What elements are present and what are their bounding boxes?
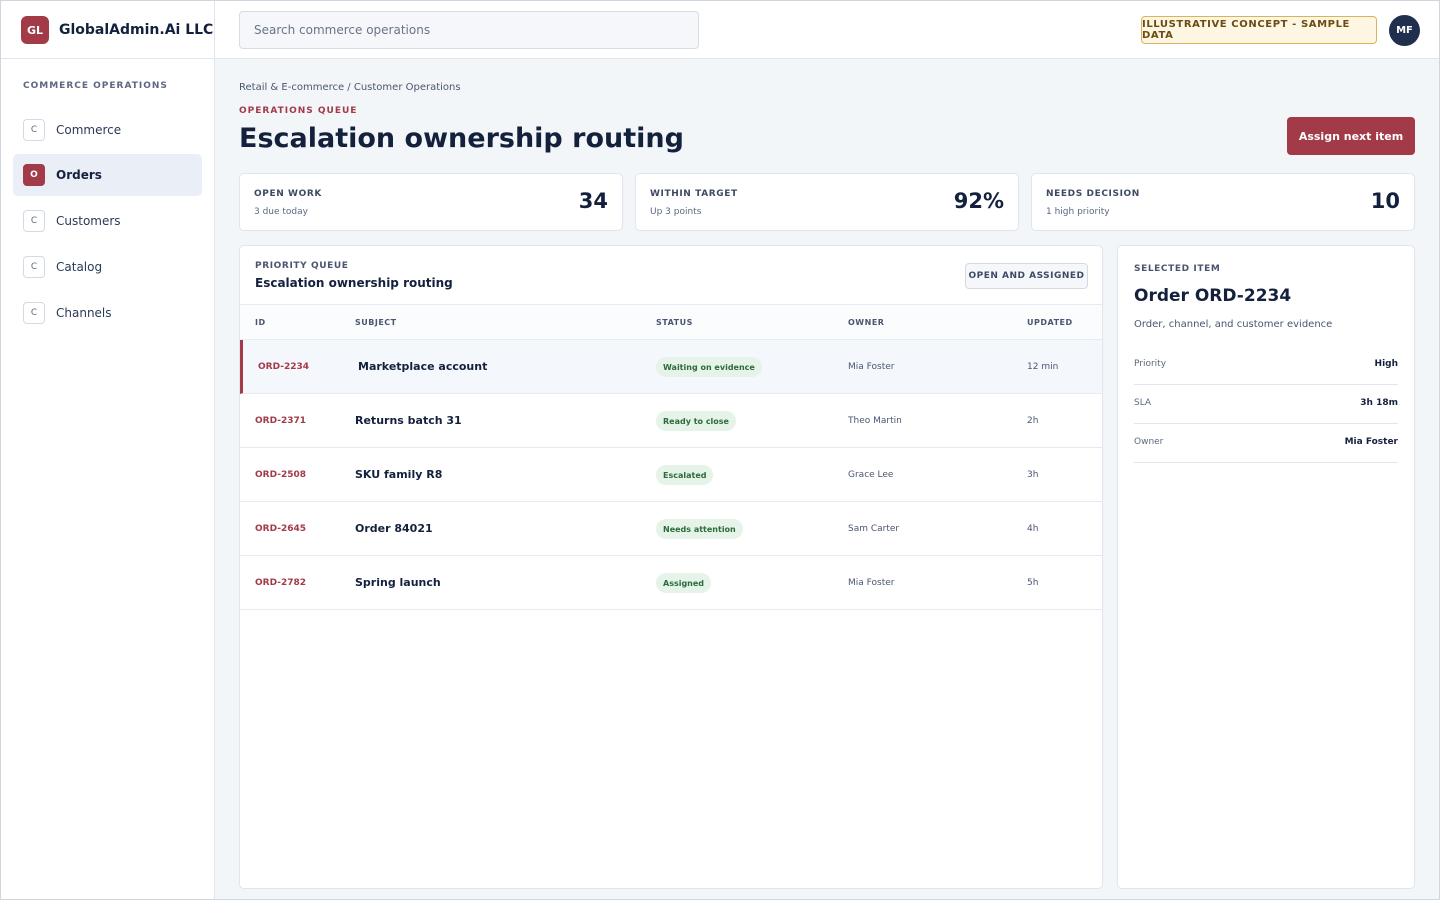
stat-card-needs-decision: NEEDS DECISION 1 high priority 10 — [1031, 173, 1415, 231]
assign-next-button[interactable]: Assign next item — [1287, 117, 1415, 155]
queue-filter-button[interactable]: OPEN AND ASSIGNED — [965, 263, 1088, 289]
column-header-owner[interactable]: OWNER — [848, 318, 885, 327]
breadcrumb[interactable]: Retail & E-commerce / Customer Operation… — [239, 82, 461, 93]
field-key: Priority — [1134, 359, 1167, 369]
table-row[interactable]: ORD-2782 Spring launch Assigned Mia Fost… — [240, 556, 1102, 610]
brand-logo: GL — [21, 16, 49, 44]
table-row[interactable]: ORD-2508 SKU family R8 Escalated Grace L… — [240, 448, 1102, 502]
sidebar-item-customers[interactable]: C Customers — [13, 200, 202, 242]
table-row[interactable]: ORD-2645 Order 84021 Needs attention Sam… — [240, 502, 1102, 556]
row-id: ORD-2508 — [255, 470, 307, 480]
field-key: Owner — [1134, 437, 1164, 447]
stat-card-open-work: OPEN WORK 3 due today 34 — [239, 173, 623, 231]
brand[interactable]: GL GlobalAdmin.Ai LLC — [21, 16, 213, 44]
sidebar-item-label: Catalog — [56, 260, 103, 274]
status-badge: Escalated — [656, 465, 714, 485]
row-updated: 2h — [1027, 416, 1039, 426]
sidebar-item-orders[interactable]: O Orders — [13, 154, 202, 196]
detail-field-sla: SLA 3h 18m — [1134, 385, 1398, 424]
field-key: SLA — [1134, 398, 1152, 408]
row-owner: Mia Foster — [848, 362, 895, 372]
top-bar: GL GlobalAdmin.Ai LLC ILLUSTRATIVE CONCE… — [0, 0, 1440, 59]
queue-title: Escalation ownership routing — [255, 276, 453, 290]
row-updated: 5h — [1027, 578, 1039, 588]
status-badge: Assigned — [656, 573, 712, 593]
row-id: ORD-2234 — [258, 362, 310, 372]
stat-label: NEEDS DECISION — [1046, 189, 1140, 199]
sidebar-item-label: Orders — [56, 168, 102, 182]
sidebar: COMMERCE OPERATIONS C Commerce O Orders … — [0, 59, 215, 900]
stat-sub: 3 due today — [254, 207, 308, 217]
stat-sub: 1 high priority — [1046, 207, 1110, 217]
column-header-id[interactable]: ID — [255, 318, 266, 327]
queue-eyebrow: PRIORITY QUEUE — [255, 261, 349, 271]
orders-icon: O — [23, 164, 45, 186]
sidebar-item-catalog[interactable]: C Catalog — [13, 246, 202, 288]
field-value: High — [1374, 359, 1398, 369]
sidebar-item-channels[interactable]: C Channels — [13, 292, 202, 334]
commerce-icon: C — [23, 119, 45, 141]
sidebar-heading: COMMERCE OPERATIONS — [23, 81, 168, 91]
row-updated: 4h — [1027, 524, 1039, 534]
search-input[interactable] — [239, 11, 699, 49]
column-header-status[interactable]: STATUS — [656, 318, 693, 327]
detail-title: Order ORD-2234 — [1134, 286, 1292, 306]
column-header-updated[interactable]: UPDATED — [1027, 318, 1073, 327]
channels-icon: C — [23, 302, 45, 324]
stat-card-within-target: WITHIN TARGET Up 3 points 92% — [635, 173, 1019, 231]
stat-label: WITHIN TARGET — [650, 189, 738, 199]
row-subject: Order 84021 — [355, 522, 433, 535]
detail-field-owner: Owner Mia Foster — [1134, 424, 1398, 463]
row-subject: Spring launch — [355, 576, 441, 589]
field-value: Mia Foster — [1344, 437, 1398, 447]
row-subject: Returns batch 31 — [355, 414, 462, 427]
stat-value: 34 — [578, 189, 608, 213]
table-header: ID SUBJECT STATUS OWNER UPDATED — [240, 304, 1102, 340]
field-value: 3h 18m — [1360, 398, 1398, 408]
status-badge: Ready to close — [656, 411, 736, 431]
status-badge: Waiting on evidence — [656, 357, 762, 377]
row-updated: 3h — [1027, 470, 1039, 480]
row-owner: Mia Foster — [848, 578, 895, 588]
sidebar-item-label: Channels — [56, 306, 112, 320]
selected-item-panel: SELECTED ITEM Order ORD-2234 Order, chan… — [1117, 245, 1415, 889]
sidebar-item-label: Commerce — [56, 123, 122, 137]
page-eyebrow: OPERATIONS QUEUE — [239, 106, 358, 116]
row-id: ORD-2782 — [255, 578, 307, 588]
page-title: Escalation ownership routing — [239, 123, 684, 154]
stat-label: OPEN WORK — [254, 189, 322, 199]
table-row[interactable]: ORD-2234 Marketplace account Waiting on … — [240, 340, 1102, 394]
table-row[interactable]: ORD-2371 Returns batch 31 Ready to close… — [240, 394, 1102, 448]
stat-value: 92% — [953, 189, 1004, 213]
row-subject: SKU family R8 — [355, 468, 443, 481]
catalog-icon: C — [23, 256, 45, 278]
detail-field-priority: Priority High — [1134, 346, 1398, 385]
sidebar-item-commerce[interactable]: C Commerce — [13, 109, 202, 151]
concept-badge: ILLUSTRATIVE CONCEPT - SAMPLE DATA — [1141, 16, 1377, 44]
divider — [214, 0, 215, 59]
user-avatar[interactable]: MF — [1389, 15, 1420, 46]
row-owner: Grace Lee — [848, 470, 894, 480]
stat-value: 10 — [1370, 189, 1400, 213]
column-header-subject[interactable]: SUBJECT — [355, 318, 397, 327]
stat-sub: Up 3 points — [650, 207, 702, 217]
row-subject: Marketplace account — [358, 360, 488, 373]
customers-icon: C — [23, 210, 45, 232]
sidebar-item-label: Customers — [56, 214, 121, 228]
priority-queue-panel: PRIORITY QUEUE Escalation ownership rout… — [239, 245, 1103, 889]
detail-subtitle: Order, channel, and customer evidence — [1134, 319, 1333, 330]
row-id: ORD-2371 — [255, 416, 307, 426]
row-owner: Theo Martin — [848, 416, 902, 426]
row-id: ORD-2645 — [255, 524, 307, 534]
detail-eyebrow: SELECTED ITEM — [1134, 264, 1221, 274]
row-owner: Sam Carter — [848, 524, 900, 534]
status-badge: Needs attention — [656, 519, 743, 539]
row-updated: 12 min — [1027, 362, 1059, 372]
brand-name: GlobalAdmin.Ai LLC — [59, 22, 214, 38]
